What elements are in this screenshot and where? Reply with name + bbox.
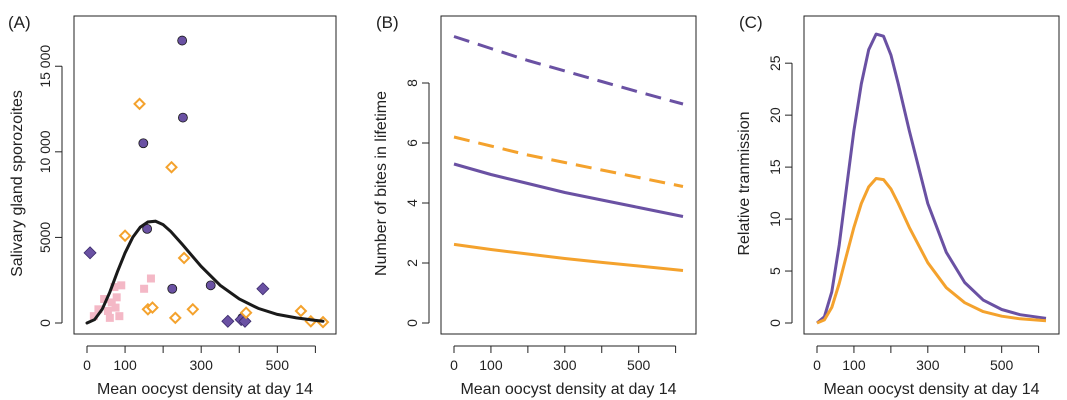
panel-label: (C) (739, 13, 763, 32)
y-tick-label: 5000 (37, 222, 53, 253)
data-point-open-diamond (118, 229, 132, 243)
data-point-square (103, 307, 112, 316)
plot-frame (73, 15, 337, 335)
y-tick-label: 0 (404, 319, 420, 327)
data-point-open-diamond (146, 301, 159, 315)
series-line-orange-solid (453, 242, 684, 272)
data-point-circle (177, 35, 188, 46)
x-axis-label: Mean oocyst density at day 14 (460, 381, 676, 398)
panel-label: (B) (376, 13, 399, 32)
data-point-open-diamond (165, 160, 178, 174)
data-point-circle (138, 138, 149, 149)
y-tick-label: 0 (37, 319, 53, 327)
data-point-square (107, 298, 116, 307)
data-point-open-diamond (186, 302, 200, 316)
data-point-open-diamond (133, 97, 146, 111)
x-tick-label: 100 (479, 357, 503, 373)
data-point-open-diamond (168, 311, 182, 325)
data-point-square (115, 312, 124, 321)
panel-a: (A) 0 100 300 500 Mean oocyst density at day … (8, 13, 337, 398)
y-tick-label: 15 (767, 159, 783, 175)
x-tick-label: 0 (83, 357, 91, 373)
data-point-square (117, 281, 126, 290)
data-point-square (112, 293, 121, 302)
x-tick-label: 500 (990, 357, 1014, 373)
y-tick-label: 4 (404, 199, 420, 207)
data-point-diamond (256, 282, 270, 296)
data-point-diamond (238, 314, 252, 328)
data-point-circle (178, 112, 188, 123)
y-tick-label: 0 (767, 319, 783, 327)
panel-b: (B) 0 100 300 500 Mean oocyst density at day … (373, 13, 697, 398)
data-point-diamond (83, 246, 97, 260)
data-point-circle (142, 223, 153, 234)
x-tick-label: 100 (113, 357, 137, 373)
x-tick-label: 100 (842, 357, 866, 373)
y-tick-label: 25 (767, 55, 783, 71)
y-tick-label: 5 (767, 267, 783, 275)
series-line-orange-solid (816, 177, 1047, 325)
y-axis-label: Salivary gland sporozoites (9, 90, 26, 277)
x-tick-label: 300 (190, 357, 214, 373)
y-tick-label: 15 000 (37, 45, 53, 88)
y-axis-label: Number of bites in lifetime (373, 91, 390, 276)
series-line-purple-solid (453, 162, 684, 218)
y-tick-label: 6 (404, 139, 420, 147)
x-tick-label: 0 (450, 357, 458, 373)
data-point-diamond (221, 314, 235, 328)
data-point-square (110, 283, 119, 292)
data-point-circle (205, 280, 216, 291)
fitted-curve (85, 219, 325, 325)
data-point-square (100, 295, 109, 304)
x-tick-label: 300 (553, 357, 577, 373)
data-point-square (94, 305, 103, 314)
data-point-circle (167, 283, 178, 294)
data-point-square (140, 284, 149, 293)
data-point-square (89, 312, 98, 321)
series-line-orange-dashed (453, 135, 684, 188)
y-tick-label: 2 (404, 259, 420, 267)
x-axis-label: Mean oocyst density at day 14 (97, 381, 313, 398)
data-point-open-diamond (239, 306, 253, 320)
series-line-purple-dashed (453, 35, 684, 106)
y-tick-label: 10 (767, 211, 783, 227)
data-point-open-diamond (294, 304, 308, 318)
data-point-square (146, 274, 155, 283)
plot-frame (440, 15, 697, 335)
panel-label: (A) (8, 13, 31, 32)
y-tick-label: 10 000 (37, 130, 53, 173)
y-tick-label: 8 (404, 79, 420, 87)
data-point-square (111, 303, 120, 312)
plot-frame (803, 15, 1060, 335)
x-tick-label: 0 (813, 357, 821, 373)
data-point-open-diamond (177, 251, 191, 265)
x-tick-label: 500 (627, 357, 651, 373)
x-tick-label: 500 (266, 357, 290, 373)
y-axis-label: Relative tranmission (736, 111, 753, 255)
data-point-square (105, 313, 114, 322)
x-tick-label: 300 (916, 357, 940, 373)
x-axis-label: Mean oocyst density at day 14 (823, 381, 1039, 398)
series-line-purple-solid (816, 32, 1047, 325)
y-tick-label: 20 (767, 107, 783, 123)
